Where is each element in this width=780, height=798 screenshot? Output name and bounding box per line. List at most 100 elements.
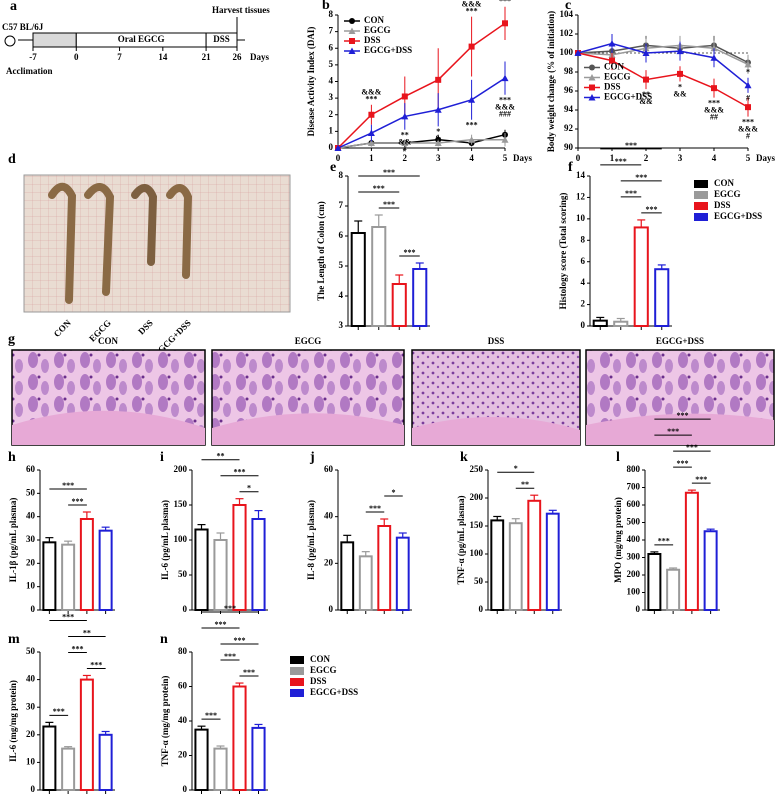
bar: [232, 685, 247, 791]
legend-label: EGCG+DSS: [604, 92, 652, 102]
mouse-icon: [4, 35, 16, 47]
significance: ***: [667, 427, 679, 436]
significance: **: [521, 480, 529, 489]
significance: ***: [404, 248, 416, 257]
bar: [527, 499, 542, 611]
x-axis-label: Days: [513, 153, 532, 163]
significance: ***: [635, 173, 647, 182]
significance: ***: [686, 443, 698, 452]
y-tick-label: 102: [560, 28, 574, 38]
legend-label: DSS: [310, 676, 327, 686]
bar: [340, 541, 355, 611]
y-tick-label: 8: [581, 234, 586, 244]
series-line: [577, 52, 749, 108]
legend-swatch: [694, 213, 708, 221]
panel-letter: h: [8, 450, 16, 465]
bar: [684, 491, 699, 611]
significance: ***: [215, 620, 227, 629]
y-tick-label: 0: [479, 604, 484, 614]
bar: [98, 733, 113, 791]
y-tick-label: 3: [339, 320, 344, 330]
x-tick-label: 0: [336, 153, 341, 163]
legend-label: DSS: [714, 200, 731, 210]
significance: &&: [673, 89, 687, 98]
y-tick-label: 7: [329, 26, 334, 36]
marker: [367, 129, 375, 137]
acclimation-label: Acclimation: [6, 66, 53, 76]
bar: [350, 232, 366, 327]
timeline-tick-label: 7: [117, 52, 122, 62]
marker: [434, 106, 442, 113]
y-tick-label: 0: [183, 784, 188, 794]
y-axis-label: TNF-α (mg/mg protein): [160, 676, 170, 767]
y-axis-label: The Length of Colon (cm): [316, 201, 326, 301]
timeline-phase: [32, 32, 77, 48]
series-line: [337, 22, 506, 149]
significance: **: [83, 628, 91, 637]
bar: [592, 319, 608, 327]
bar: [377, 525, 392, 611]
y-tick-label: 2: [329, 109, 334, 119]
y-tick-label: 90: [564, 142, 574, 152]
bar: [412, 268, 428, 327]
colon-photo: [23, 174, 291, 313]
significance: #: [746, 131, 750, 140]
y-axis-label: IL-6 (pg/mL plasma): [160, 500, 170, 580]
significance: ***: [677, 411, 689, 420]
legend-label: EGCG: [714, 189, 741, 199]
marker: [435, 76, 442, 83]
significance: ***: [365, 95, 377, 104]
significance: ###: [499, 110, 511, 119]
timeline-unit: Days: [250, 52, 269, 62]
significance: ***: [708, 98, 720, 107]
y-axis-label: Body weight change (% of initiation): [546, 11, 556, 152]
legend-label: EGCG: [310, 665, 337, 675]
bar: [666, 568, 681, 611]
significance: #: [746, 94, 750, 103]
phase-label: Oral EGCG: [118, 34, 165, 44]
x-tick-label: 1: [369, 153, 374, 163]
significance: ***: [466, 6, 478, 15]
y-tick-label: 50: [178, 569, 188, 579]
y-tick-label: 60: [324, 464, 334, 474]
significance: ***: [742, 117, 754, 126]
y-tick-label: 20: [26, 729, 36, 739]
y-tick-label: 12: [576, 191, 586, 201]
y-tick-label: 7: [339, 200, 344, 210]
histology-title: DSS: [488, 336, 505, 346]
bar: [633, 226, 649, 327]
significance: &&&: [704, 105, 724, 114]
legend-swatch: [290, 678, 304, 686]
legend-swatch: [290, 689, 304, 697]
legend-swatch: [694, 180, 708, 188]
bar: [232, 504, 247, 611]
panel-letter: d: [8, 152, 16, 167]
significance: **: [217, 452, 225, 461]
bar: [61, 543, 76, 612]
significance: #: [403, 145, 407, 154]
y-tick-label: 1: [329, 125, 334, 135]
panel-letter: n: [160, 632, 168, 647]
y-axis-label: MPO (mg/mg protein): [613, 497, 623, 583]
bar: [79, 518, 94, 611]
y-tick-label: 0: [329, 604, 334, 614]
panel-letter: b: [322, 0, 330, 13]
legend-swatch: [290, 667, 304, 675]
panel-letter: c: [565, 0, 571, 13]
significance: &&&: [495, 103, 515, 112]
y-tick-label: 200: [174, 464, 188, 474]
significance: ***: [205, 711, 217, 720]
panel-letter: e: [330, 160, 336, 175]
marker: [348, 47, 356, 54]
significance: &&&: [738, 124, 758, 133]
significance: *: [678, 82, 682, 91]
y-tick-label: 40: [26, 674, 36, 684]
significance: ***: [695, 475, 707, 484]
bar: [490, 519, 505, 612]
photo-label: DSS: [136, 318, 155, 337]
histology-title: EGCG: [295, 336, 322, 346]
legend-label: EGCG+DSS: [364, 45, 412, 55]
y-tick-label: 50: [26, 646, 36, 656]
y-tick-label: 60: [26, 464, 36, 474]
